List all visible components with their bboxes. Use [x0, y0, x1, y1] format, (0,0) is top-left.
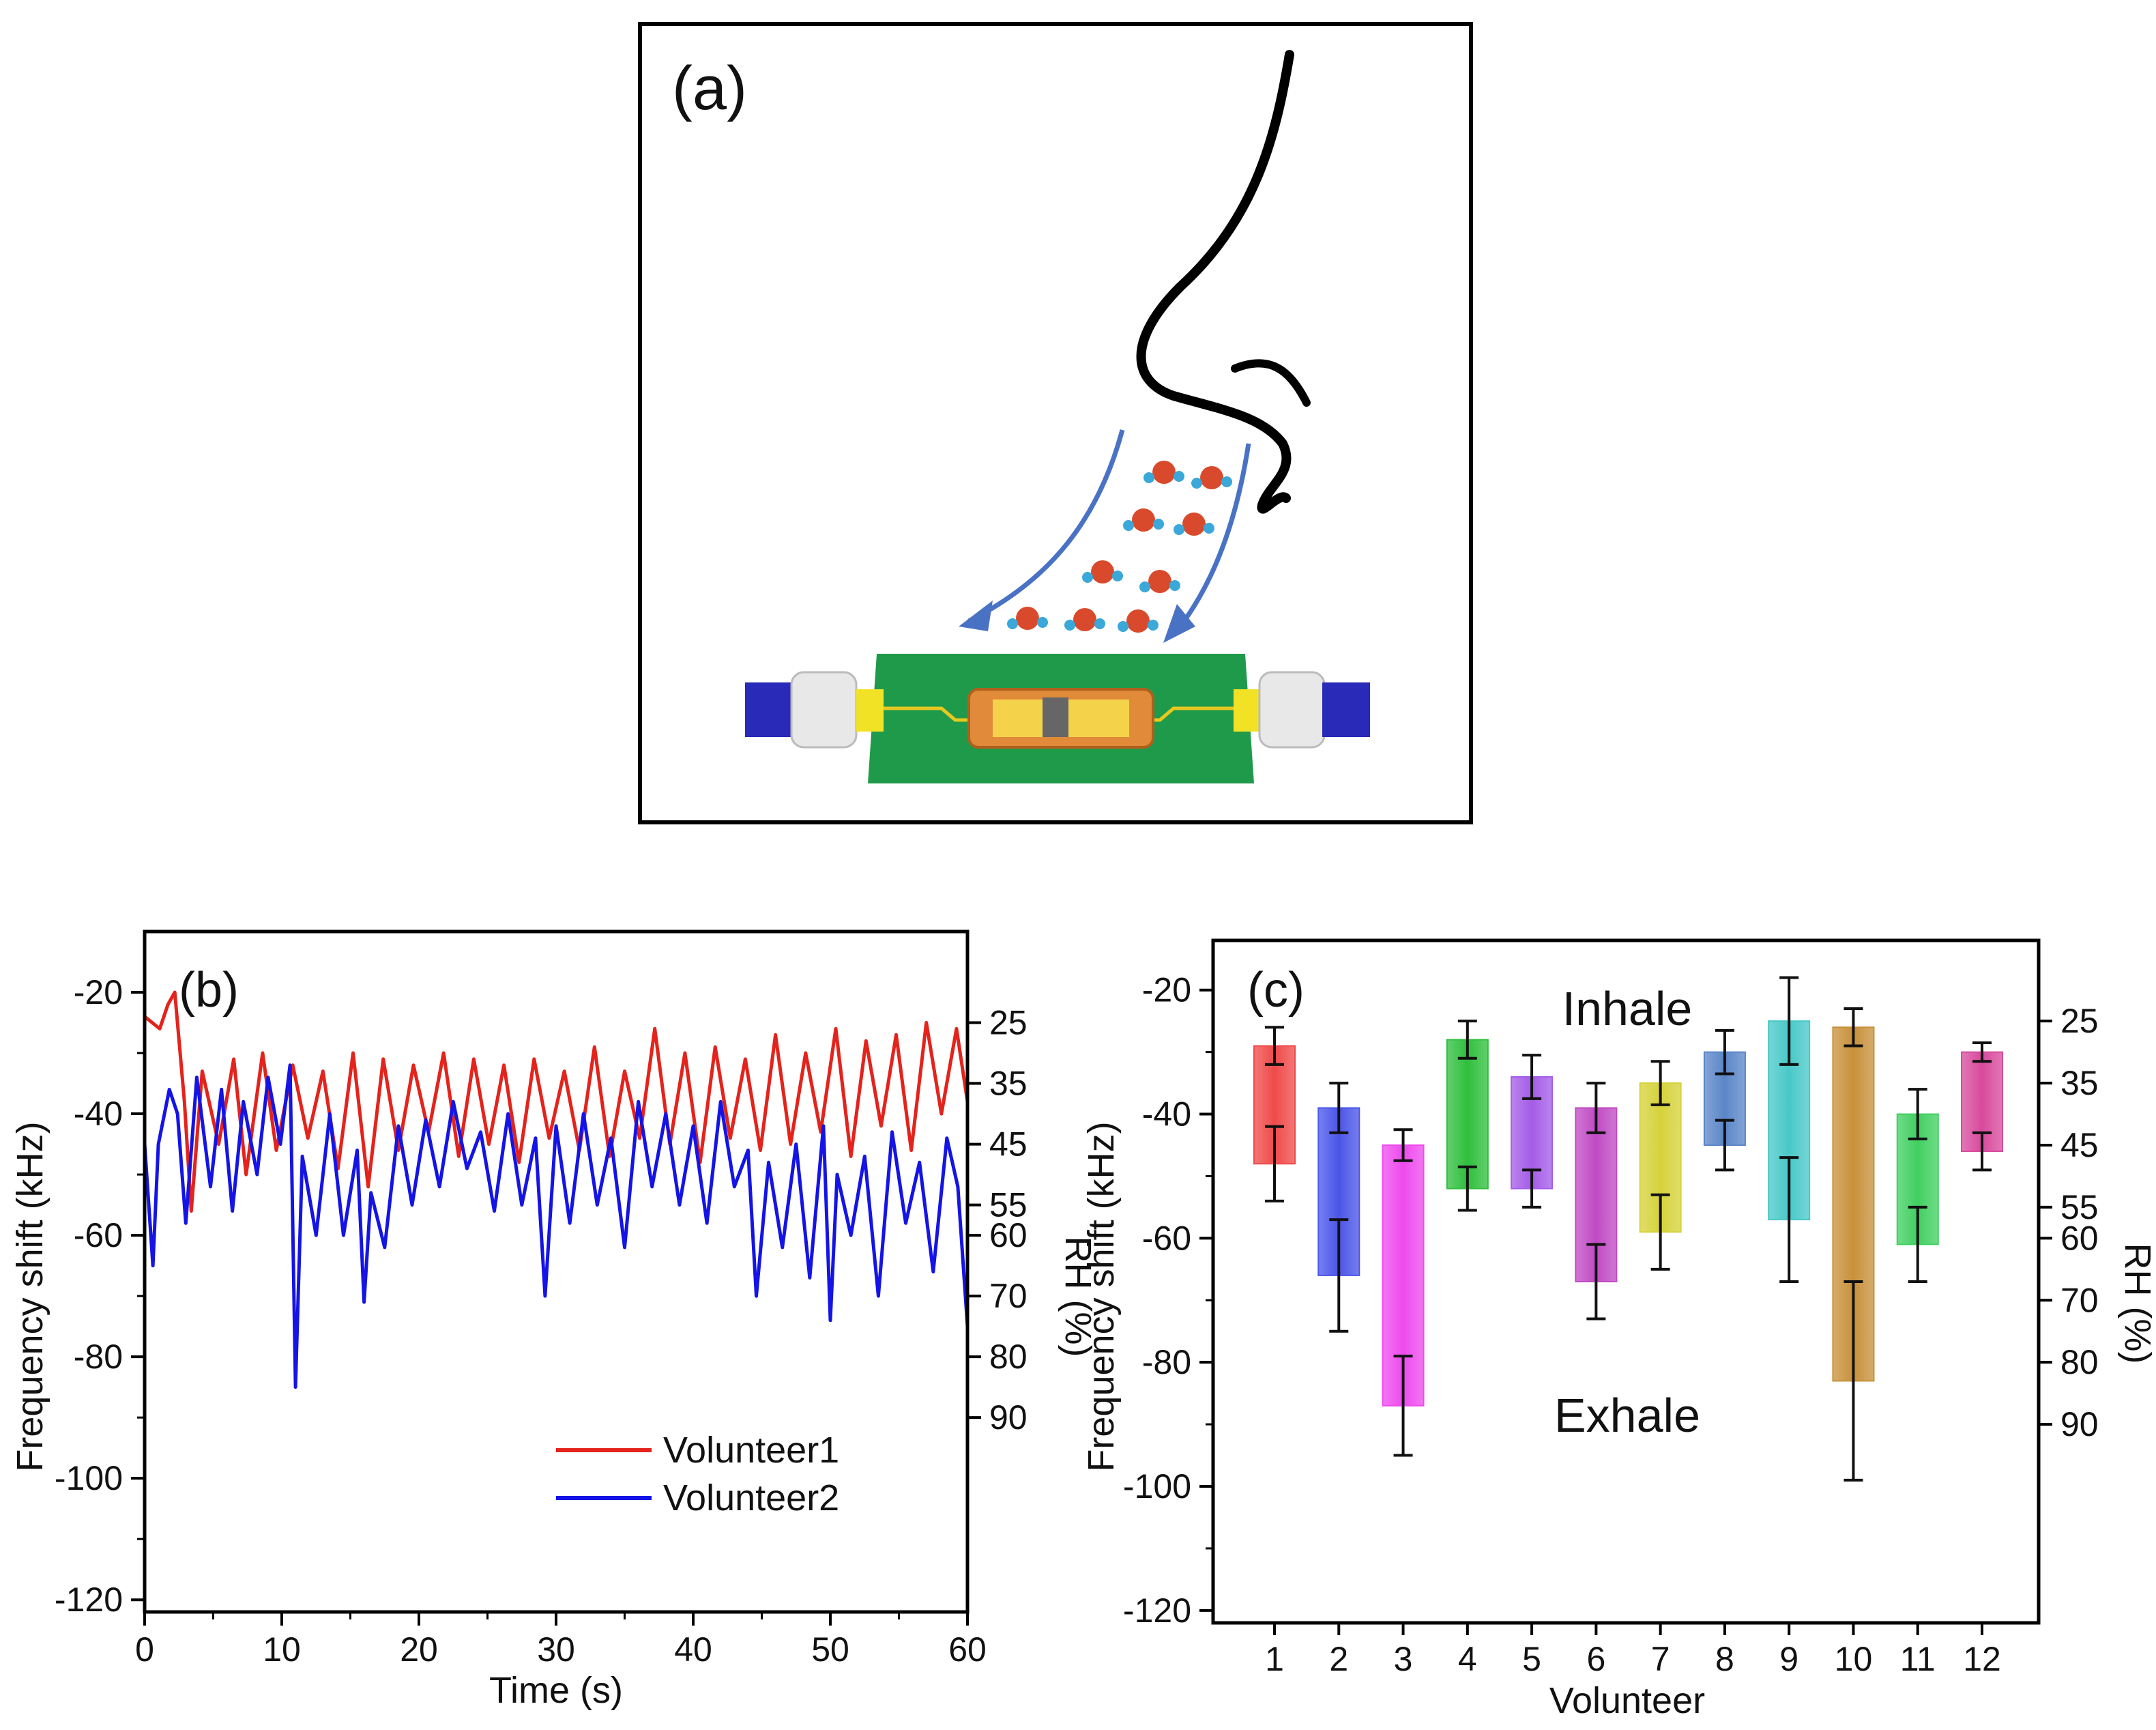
panel-c-plot-frame — [1211, 938, 2041, 1625]
panel-c-x-tick-label: 6 — [1586, 1640, 1605, 1678]
sensor-board-icon — [745, 654, 1370, 783]
panel-c-y2-tick-label: 55 — [2060, 1188, 2099, 1226]
panel-c-y2-tick-label: 25 — [2060, 1002, 2099, 1040]
nostril-icon — [1231, 359, 1311, 407]
panel-c-y2-tick-label: 45 — [2060, 1126, 2099, 1164]
panel-c-y2-tick-label: 60 — [2060, 1219, 2099, 1257]
panel-c-y-tick-label: -80 — [1142, 1343, 1191, 1381]
series-line-volunteer2 — [143, 1063, 970, 1389]
panel-c-y-tick-label: -60 — [1142, 1219, 1191, 1257]
panel-c-y2-tick-label: 70 — [2060, 1281, 2099, 1319]
panel-b-series-group — [143, 990, 970, 1389]
panel-c-y2-tick-label: 35 — [2060, 1064, 2099, 1102]
panel-b-x-tick-label: 0 — [135, 1630, 154, 1669]
nose-profile-icon — [1136, 50, 1294, 514]
bar-volunteer-4 — [1446, 1039, 1489, 1190]
panel-b-label: (b) — [179, 963, 239, 1018]
panel-c-x-tick-label: 5 — [1522, 1640, 1541, 1678]
panel-b-x-tick-label: 40 — [674, 1630, 712, 1669]
panel-c-axes: 1 2 3 4 5 6 7 8 9 10 11 12-20-40-60-80-100-12025354… — [1123, 938, 2099, 1678]
panel-b-x-tick-label: 50 — [811, 1630, 849, 1669]
panel-c-y-tick-label: -40 — [1142, 1095, 1191, 1134]
panel-b-y-tick-label: -80 — [74, 1338, 123, 1376]
panel-b-y2-tick-label: 80 — [989, 1338, 1028, 1376]
panel-c-x-tick-label: 4 — [1458, 1640, 1477, 1678]
panel-c-x-tick-label: 1 — [1265, 1640, 1284, 1678]
panel-c-y-tick-label: -100 — [1123, 1467, 1191, 1505]
panel-b-y-tick-label: -40 — [74, 1095, 123, 1133]
panel-b-y2-tick-label: 35 — [989, 1065, 1028, 1103]
annotation-exhale: Exhale — [1554, 1389, 1700, 1442]
panel-b-x-tick-label: 10 — [263, 1630, 301, 1669]
panel-b-chart: (b) 0 10 20 30 40 50 60 -20 -40 -60 -80 -100 -120 25 3… — [10, 929, 1098, 1711]
airflow-arrow-left-icon — [967, 429, 1125, 624]
series-line-volunteer1 — [143, 990, 970, 1213]
arrowhead-right-icon — [1163, 604, 1195, 643]
panel-b-y2-tick-label: 55 — [989, 1186, 1028, 1224]
panel-b-y2-axis-label: RH (%) — [1058, 1237, 1098, 1357]
annotation-inhale: Inhale — [1562, 982, 1693, 1035]
panel-c-x-tick-label: 12 — [1963, 1640, 2001, 1678]
panel-a-label: (a) — [672, 55, 747, 123]
panel-b-y-tick-label: -120 — [55, 1581, 123, 1619]
panel-c-x-tick-label: 7 — [1651, 1640, 1670, 1678]
legend-label-volunteer1: Volunteer1 — [663, 1430, 839, 1471]
panel-b-plot-frame — [143, 929, 970, 1614]
panel-b-x-tick-label: 60 — [948, 1630, 987, 1669]
panel-b-x-tick-label: 30 — [537, 1630, 575, 1669]
panel-c-y2-tick-label: 80 — [2060, 1343, 2099, 1381]
panel-b-axes: 0 10 20 30 40 50 60 -20 -40 -60 -80 -100 -120 25 35 45 5… — [55, 929, 1028, 1669]
water-molecules-icon — [1007, 461, 1232, 633]
panel-c-y-tick-label: -120 — [1123, 1591, 1191, 1630]
panel-b-y-axis-label: Frequency shift (kHz) — [10, 1121, 50, 1471]
panel-b-y2-tick-label: 25 — [989, 1004, 1028, 1042]
panel-c-label: (c) — [1247, 963, 1305, 1018]
panel-b-y2-tick-label: 70 — [989, 1277, 1028, 1315]
panel-c-x-tick-label: 11 — [1900, 1640, 1936, 1678]
panel-c-y2-axis-label: RH (%) — [2117, 1243, 2156, 1364]
panel-c-x-tick-label: 8 — [1715, 1640, 1734, 1678]
panel-b-y2-tick-label: 45 — [989, 1125, 1028, 1164]
panel-c-chart: 1 2 3 4 5 6 7 8 9 10 11 12-20-40-60-80-100-12025354… — [1081, 938, 2156, 1721]
panel-c-y-axis-label: Frequency shift (kHz) — [1081, 1121, 1122, 1471]
panel-b-x-axis-label: Time (s) — [489, 1670, 623, 1711]
panel-c-y2-tick-label: 90 — [2060, 1405, 2099, 1443]
panel-b-y2-tick-label: 60 — [989, 1216, 1028, 1254]
panel-c-x-axis-label: Volunteer — [1549, 1680, 1705, 1721]
arrowhead-left-icon — [959, 601, 993, 631]
panel-b-y2-tick-label: 90 — [989, 1398, 1028, 1437]
panel-c-x-tick-label: 2 — [1329, 1640, 1348, 1678]
panel-b-y-tick-label: -20 — [74, 973, 123, 1011]
panel-b-x-tick-label: 20 — [400, 1630, 438, 1669]
panel-a-schematic: (a) — [638, 22, 1473, 824]
panel-b-y-tick-label: -100 — [55, 1459, 123, 1497]
panel-c-bars-group — [1253, 976, 2003, 1482]
panel-c-y-tick-label: -20 — [1142, 971, 1191, 1009]
panel-c-x-tick-label: 10 — [1835, 1640, 1873, 1678]
panel-c-x-tick-label: 9 — [1779, 1640, 1798, 1678]
panel-c-x-tick-label: 3 — [1394, 1640, 1413, 1678]
panel-b-y-tick-label: -60 — [74, 1216, 123, 1254]
legend-label-volunteer2: Volunteer2 — [663, 1477, 839, 1518]
